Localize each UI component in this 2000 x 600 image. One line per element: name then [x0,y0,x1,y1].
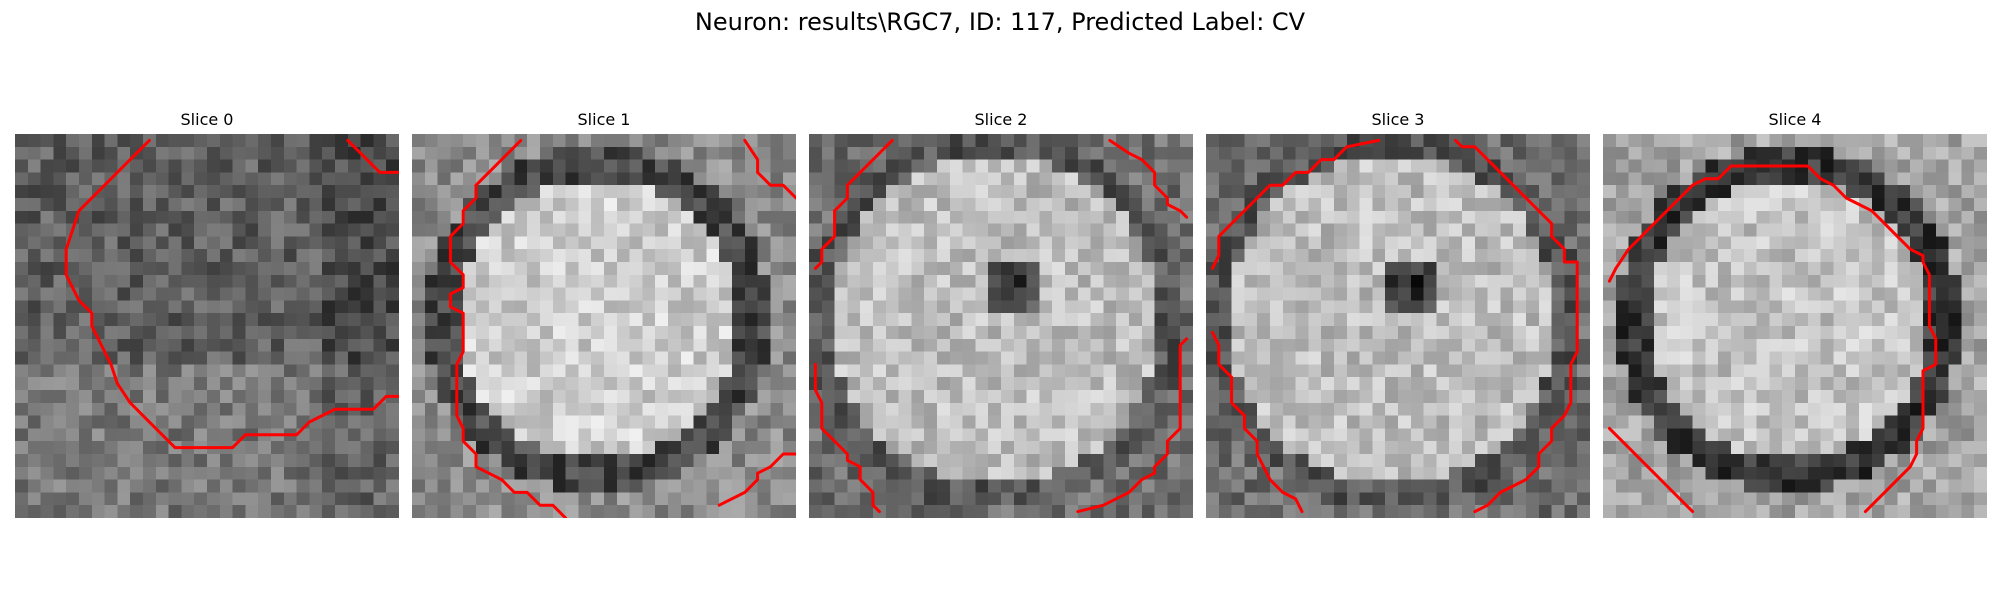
slice-image-2 [809,134,1193,518]
slice-title: Slice 3 [1371,110,1425,129]
segmentation-contour [1609,166,1935,512]
segmentation-contour [1110,140,1187,217]
slice-panel-2: Slice 2 [809,110,1193,518]
slice-title: Slice 1 [577,110,631,129]
segmentation-contour [66,140,399,447]
segmentation-contour [815,364,879,511]
segmentation-contour [1212,140,1378,268]
slice-image-0 [15,134,399,518]
slice-panel-1: Slice 1 [412,110,796,518]
slice-image-1 [412,134,796,518]
segmentation-contour [719,454,796,505]
slice-panel-3: Slice 3 [1206,110,1590,518]
segmentation-contour [1212,332,1302,511]
segmentation-contour [1456,140,1578,511]
slice-panel-4: Slice 4 [1603,110,1987,518]
segmentation-contour [450,140,565,518]
segmentation-contour [1609,428,1692,511]
segmentation-contour [745,140,796,198]
slice-title: Slice 4 [1768,110,1822,129]
slice-title: Slice 2 [974,110,1028,129]
slice-image-4 [1603,134,1987,518]
segmentation-contour [348,140,399,172]
segmentation-contour [1078,339,1187,512]
slice-title: Slice 0 [180,110,234,129]
slice-image-3 [1206,134,1590,518]
figure-title: Neuron: results\RGC7, ID: 117, Predicted… [694,8,1306,36]
segmentation-contour [815,140,892,268]
slice-panel-0: Slice 0 [15,110,399,518]
